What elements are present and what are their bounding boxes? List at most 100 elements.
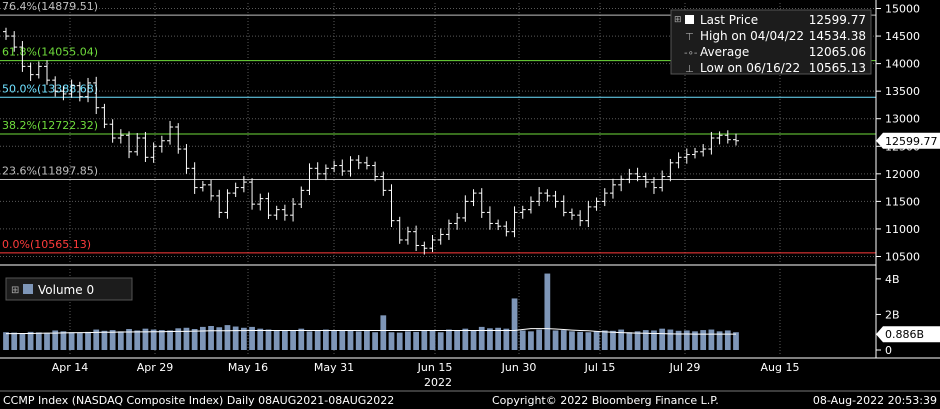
volume-bar (232, 326, 239, 350)
volume-bar (306, 331, 313, 350)
grid-lines (0, 3, 876, 354)
ohlc-bar (85, 77, 92, 103)
x-tick-label: Jul 15 (584, 361, 616, 374)
volume-bar (651, 330, 657, 350)
volume-bar (323, 329, 329, 350)
y-tick-label: 13000 (885, 113, 920, 126)
volume-bar (85, 331, 91, 350)
volume-bar (503, 328, 510, 350)
volume-bar (68, 332, 75, 350)
ohlc-bar (372, 161, 379, 182)
volume-bar (199, 326, 206, 350)
ohlc-bar (134, 133, 141, 156)
x-tick-label: Jun 30 (501, 361, 537, 374)
ohlc-bar (68, 79, 75, 98)
volume-bar (724, 330, 731, 350)
volume-bar (142, 328, 149, 350)
square-icon (685, 15, 694, 24)
volume-bar (175, 328, 182, 350)
ohlc-bar (733, 133, 739, 146)
ohlc-bar (101, 103, 108, 129)
volume-bar (675, 330, 682, 350)
volume-bar (257, 328, 264, 350)
volume-tick-label: 0 (885, 344, 892, 357)
ohlc-bar (257, 193, 264, 211)
volume-bar (240, 327, 247, 350)
ohlc-bar (199, 180, 206, 192)
volume-bar (478, 326, 485, 350)
expand-icon: ⊞ (674, 15, 682, 25)
ohlc-bar (659, 170, 666, 192)
y-tick-label: 14500 (885, 30, 920, 43)
volume-bar (208, 326, 214, 350)
volume-bar (692, 331, 698, 350)
volume-bar (134, 330, 141, 350)
ohlc-bar (626, 168, 633, 184)
legend-value: 12599.77 (809, 13, 866, 27)
volume-bar (19, 333, 26, 350)
volume-bar (224, 325, 231, 350)
volume-bar (109, 330, 116, 350)
volume-average-tag (876, 326, 940, 343)
ohlc-bar (331, 160, 338, 173)
volume-bar (273, 330, 280, 350)
y-tick-label: 13500 (885, 85, 920, 98)
volume-bar (265, 329, 272, 350)
volume-bar (101, 330, 108, 350)
volume-bar (331, 330, 337, 350)
ohlc-bar (421, 241, 428, 255)
volume-legend-label: Volume 0 (38, 283, 94, 297)
x-tick-label: May 16 (228, 361, 268, 374)
legend-label: Average (700, 45, 749, 59)
x-tick-label: Jun 15 (417, 361, 453, 374)
volume-average-line (6, 328, 736, 335)
ohlc-bar (503, 221, 510, 237)
ohlc-bar (158, 135, 165, 153)
volume-bar (413, 331, 419, 350)
volume-bar (716, 331, 723, 350)
volume-tick-label: 4B (885, 273, 900, 286)
footer-bar: CCMP Index (NASDAQ Composite Index) Dail… (3, 394, 937, 407)
ohlc-bar (716, 131, 723, 145)
volume-bar (76, 332, 83, 350)
volume-bar (52, 330, 59, 350)
volume-bar (11, 332, 18, 350)
ohlc-bar (314, 162, 321, 180)
ohlc-bar (601, 188, 608, 207)
volume-bar (339, 330, 346, 350)
ohlc-bar (568, 208, 575, 220)
y-tick-label: 15000 (885, 3, 920, 16)
ohlc-bar (339, 159, 346, 176)
ohlc-bar (675, 152, 682, 169)
fib-label: 0.0%(10565.13) (2, 238, 91, 251)
volume-average-label: 0.886B (885, 328, 924, 341)
ohlc-bar (527, 196, 534, 214)
ohlc-bar (306, 163, 313, 196)
y-tick-label: 11500 (885, 195, 920, 208)
last-price-label: 12599.77 (885, 135, 938, 148)
ohlc-bar (650, 177, 657, 194)
volume-bar (216, 327, 223, 350)
ohlc-bar (470, 189, 477, 207)
volume-bar (355, 331, 362, 350)
ohlc-bar (347, 156, 354, 177)
ohlc-bar (117, 129, 124, 144)
volume-bar (60, 331, 67, 350)
volume-bar (487, 328, 493, 350)
ohlc-bar (536, 187, 543, 207)
ohlc-bar (281, 204, 288, 221)
volume-bar (314, 330, 321, 350)
ohlc-bar (109, 119, 116, 143)
ohlc-bar (183, 144, 190, 174)
volume-tick-label: 2B (885, 308, 900, 321)
volume-bar (683, 330, 690, 350)
volume-bar (454, 330, 460, 350)
volume-bar (626, 332, 633, 350)
legend-value: 14534.38 (809, 29, 866, 43)
ohlc-bar (175, 123, 182, 154)
volume-bar (437, 332, 444, 350)
volume-bar (364, 330, 370, 350)
x-tick-label: May 31 (314, 361, 354, 374)
ohlc-bar (495, 219, 502, 231)
